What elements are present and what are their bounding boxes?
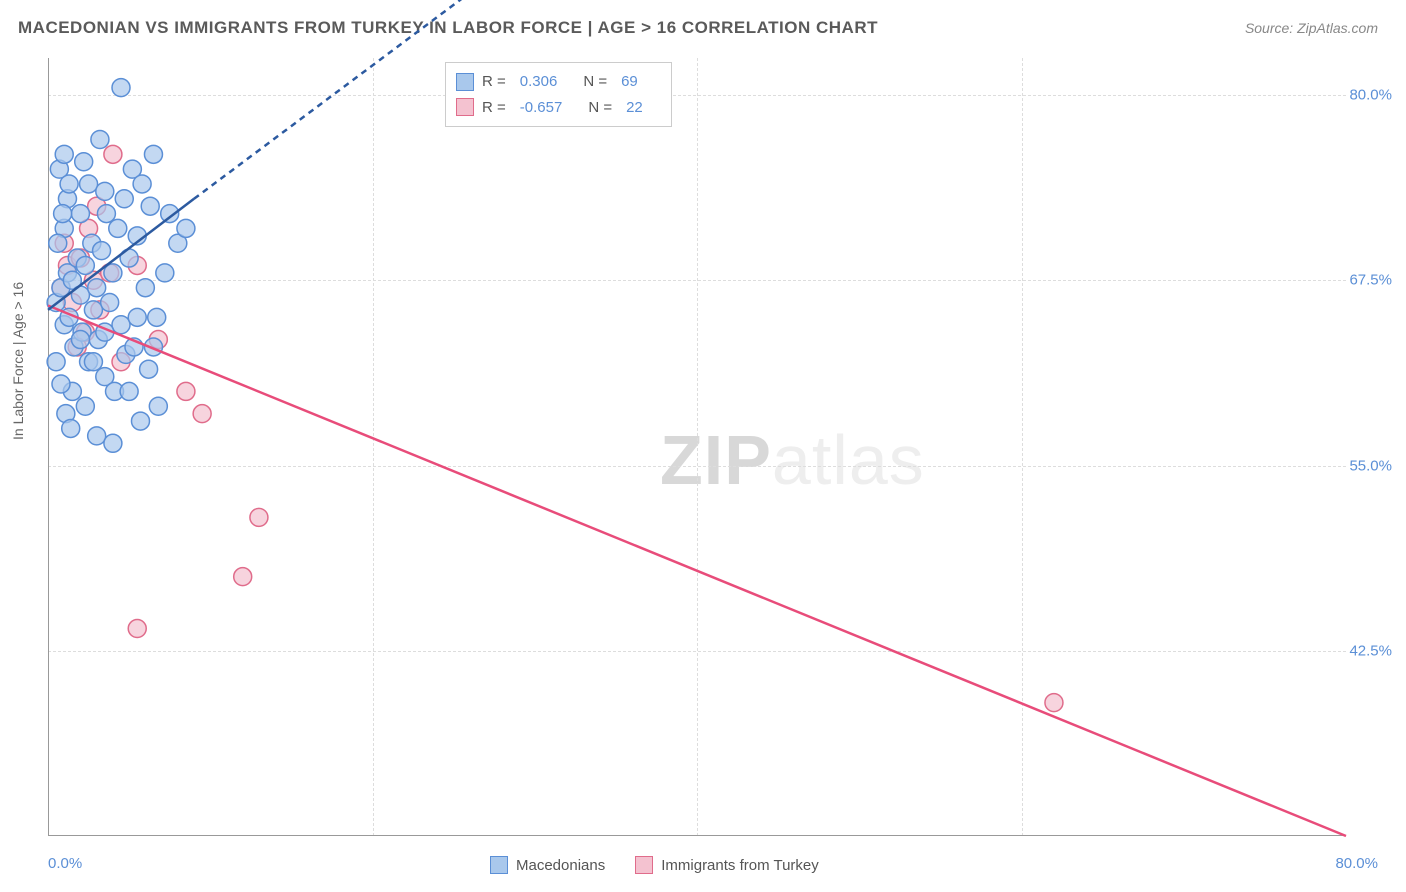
data-point (136, 279, 154, 297)
data-point (112, 316, 130, 334)
data-point (76, 256, 94, 274)
data-point (47, 353, 65, 371)
y-tick-label: 67.5% (1349, 272, 1392, 289)
legend-item-macedonians: Macedonians (490, 856, 605, 874)
data-point (193, 405, 211, 423)
n-value-macedonians: 69 (621, 69, 638, 95)
data-point (104, 145, 122, 163)
data-point (62, 419, 80, 437)
data-point (128, 620, 146, 638)
data-point (75, 153, 93, 171)
data-point (97, 205, 115, 223)
n-label: N = (583, 69, 607, 95)
scatter-plot (48, 58, 1346, 836)
x-axis-max: 80.0% (1335, 855, 1378, 872)
data-point (156, 264, 174, 282)
data-point (104, 434, 122, 452)
data-point (55, 145, 73, 163)
data-point (120, 382, 138, 400)
data-point (91, 131, 109, 149)
data-point (60, 175, 78, 193)
swatch-turkey (456, 98, 474, 116)
legend-row-macedonians: R = 0.306 N = 69 (456, 69, 661, 95)
r-label: R = (482, 95, 506, 121)
data-point (112, 79, 130, 97)
chart-title: MACEDONIAN VS IMMIGRANTS FROM TURKEY IN … (18, 18, 878, 38)
data-point (115, 190, 133, 208)
data-point (76, 397, 94, 415)
data-point (140, 360, 158, 378)
data-point (84, 301, 102, 319)
data-point (96, 182, 114, 200)
chart-header: MACEDONIAN VS IMMIGRANTS FROM TURKEY IN … (0, 0, 1406, 50)
data-point (141, 197, 159, 215)
data-point (177, 219, 195, 237)
source-label: Source: ZipAtlas.com (1245, 20, 1378, 36)
data-point (144, 145, 162, 163)
data-point (93, 242, 111, 260)
data-point (54, 205, 72, 223)
series-legend: Macedonians Immigrants from Turkey (490, 856, 819, 874)
data-point (128, 308, 146, 326)
data-point (80, 175, 98, 193)
n-label: N = (588, 95, 612, 121)
y-tick-label: 42.5% (1349, 642, 1392, 659)
data-point (133, 175, 151, 193)
data-point (101, 294, 119, 312)
data-point (88, 427, 106, 445)
data-point (149, 397, 167, 415)
r-value-macedonians: 0.306 (520, 69, 558, 95)
y-tick-label: 80.0% (1349, 87, 1392, 104)
data-point (148, 308, 166, 326)
data-point (131, 412, 149, 430)
data-point (88, 279, 106, 297)
swatch-macedonians (456, 73, 474, 91)
legend-label-turkey: Immigrants from Turkey (661, 857, 819, 874)
data-point (49, 234, 67, 252)
correlation-legend: R = 0.306 N = 69 R = -0.657 N = 22 (445, 62, 672, 127)
data-point (250, 508, 268, 526)
x-axis-min: 0.0% (48, 855, 82, 872)
n-value-turkey: 22 (626, 95, 643, 121)
data-point (1045, 694, 1063, 712)
y-axis-label: In Labor Force | Age > 16 (10, 282, 26, 440)
r-label: R = (482, 69, 506, 95)
r-value-turkey: -0.657 (520, 95, 563, 121)
data-point (71, 205, 89, 223)
data-point (234, 568, 252, 586)
legend-row-turkey: R = -0.657 N = 22 (456, 95, 661, 121)
y-tick-label: 55.0% (1349, 457, 1392, 474)
data-point (84, 353, 102, 371)
swatch-macedonians (490, 856, 508, 874)
swatch-turkey (635, 856, 653, 874)
data-point (109, 219, 127, 237)
legend-item-turkey: Immigrants from Turkey (635, 856, 819, 874)
data-point (71, 331, 89, 349)
data-point (177, 382, 195, 400)
data-point (52, 375, 70, 393)
legend-label-macedonians: Macedonians (516, 857, 605, 874)
